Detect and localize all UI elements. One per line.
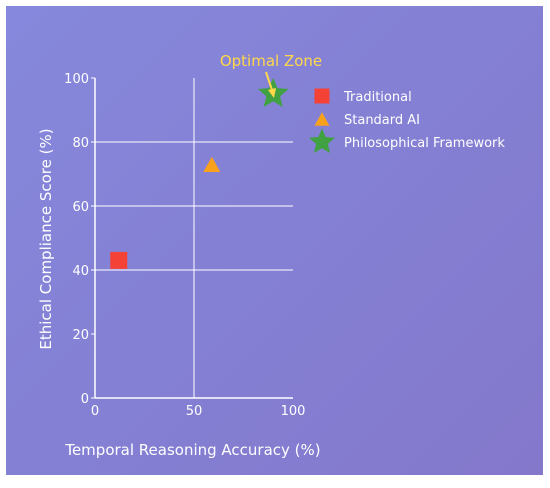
point-traditional <box>110 251 128 269</box>
point-standard-ai <box>203 156 221 173</box>
legend-label: Philosophical Framework <box>344 136 505 151</box>
legend-marker-traditional <box>314 88 330 104</box>
annotation-arrowhead <box>268 88 276 98</box>
x-axis-label: Temporal Reasoning Accuracy (%) <box>64 441 320 459</box>
y-tick-label: 40 <box>72 264 89 279</box>
annotation-arrow <box>265 71 273 91</box>
optimal-zone-annotation: Optimal Zone <box>220 52 322 98</box>
scatter-chart: 0 50 100 0 20 40 60 80 100 Temporal Reasoning A… <box>37 52 505 459</box>
legend-marker-philosophical-framework <box>309 128 335 153</box>
x-tick-labels: 0 50 100 <box>91 404 306 419</box>
legend-label: Traditional <box>343 90 412 105</box>
x-tick-label: 50 <box>186 404 203 419</box>
y-tick-labels: 0 20 40 60 80 100 <box>64 72 95 407</box>
legend-marker-standard-ai <box>314 112 330 126</box>
x-tick-label: 100 <box>281 404 306 419</box>
grid-lines <box>95 78 293 398</box>
y-axis-label: Ethical Compliance Score (%) <box>37 128 55 349</box>
axes <box>94 78 293 399</box>
y-tick-label: 0 <box>81 392 89 407</box>
x-tick-label: 0 <box>91 404 99 419</box>
chart-panel: 0 50 100 0 20 40 60 80 100 Temporal Reasoning A… <box>6 6 543 475</box>
y-tick-label: 100 <box>64 72 89 87</box>
y-tick-label: 20 <box>72 328 89 343</box>
y-tick-label: 80 <box>72 136 89 151</box>
y-tick-label: 60 <box>72 200 89 215</box>
annotation-text: Optimal Zone <box>220 52 322 70</box>
data-points <box>110 77 289 269</box>
legend-label: Standard AI <box>344 113 420 128</box>
legend: Traditional Standard AI Philosophical Fram… <box>309 88 505 153</box>
